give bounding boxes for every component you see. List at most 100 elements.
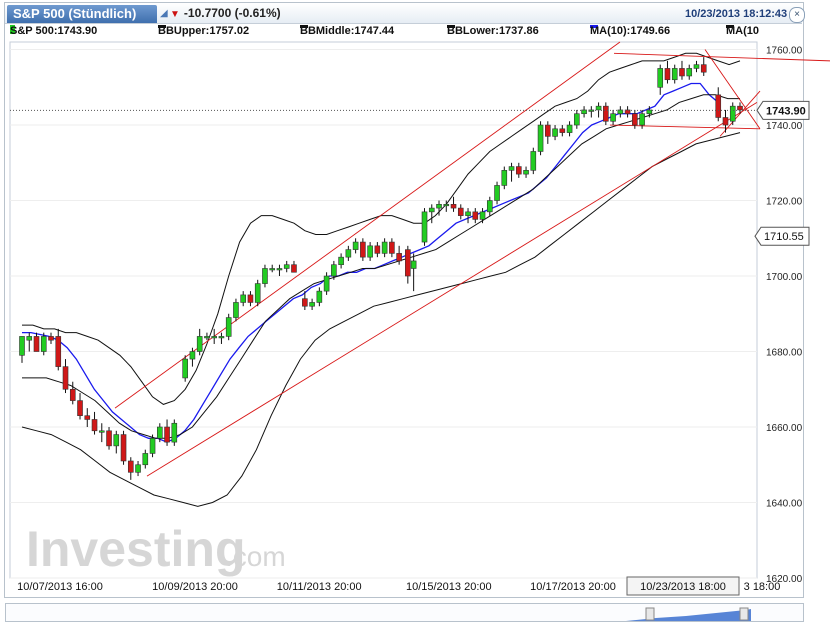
x-tick-label: 10/11/2013 20:00 xyxy=(277,581,362,593)
candle-down xyxy=(737,105,743,111)
candle-up xyxy=(443,204,450,207)
down-triangle-icon: ▼ xyxy=(170,9,180,20)
y-tick-label: 1740.00 xyxy=(766,121,803,132)
candle-up xyxy=(501,170,508,186)
candle-up xyxy=(486,200,493,213)
candle-up xyxy=(276,268,283,271)
candle-down xyxy=(55,336,62,367)
candle-up xyxy=(262,268,268,284)
close-button[interactable]: × xyxy=(789,7,805,23)
candle-up xyxy=(283,264,290,269)
candle-down xyxy=(559,128,566,133)
candle-down xyxy=(33,336,40,352)
candle-up xyxy=(657,68,664,88)
candle-up xyxy=(171,422,178,443)
candle-up xyxy=(639,113,645,126)
candle-up xyxy=(204,336,210,339)
candle-up xyxy=(729,105,736,122)
candle-down xyxy=(545,124,551,137)
candle-up xyxy=(610,113,616,122)
candle-up xyxy=(233,302,239,318)
candle-down xyxy=(722,117,729,126)
candle-down xyxy=(106,430,112,447)
candle-up xyxy=(566,124,573,133)
series-bblower xyxy=(21,132,741,507)
current-price-label: 1743.90 xyxy=(766,105,806,117)
candle-down xyxy=(84,415,91,420)
price-change-value: -10.7700 (-0.61%) xyxy=(183,6,281,20)
line-legend-icon xyxy=(158,25,166,28)
candle-down xyxy=(247,294,254,303)
line-legend-icon xyxy=(447,25,455,28)
candle-up xyxy=(240,294,247,303)
candle-down xyxy=(700,64,707,73)
candle-up xyxy=(367,245,373,258)
candle-up xyxy=(552,128,558,137)
candle-up xyxy=(410,260,417,269)
candle-up xyxy=(436,204,442,209)
candle-down xyxy=(405,249,411,277)
legend-ma2-label: MA(10 xyxy=(726,25,760,37)
indicator-legend: S&P 500:1743.90 BBUpper:1757.02 BBMiddle… xyxy=(10,25,790,41)
candle-up xyxy=(196,336,203,352)
chart-header: S&P 500 (Stündlich) ◢ ▼ -10.7700 (-0.61%)… xyxy=(5,3,805,24)
y-tick-label: 1700.00 xyxy=(766,272,803,283)
x-tick-label: 10/15/2013 20:00 xyxy=(406,581,492,593)
candle-down xyxy=(472,211,479,220)
candle-up xyxy=(98,430,105,433)
tab-dropdown-icon[interactable]: ◢ xyxy=(160,8,168,19)
marker-price-label: 1710.55 xyxy=(764,231,804,243)
candle-down xyxy=(457,207,464,216)
candle-down xyxy=(632,113,638,126)
candle-up xyxy=(581,109,587,115)
candle-up xyxy=(189,351,196,360)
candle-up xyxy=(269,268,276,271)
x-tick-label: 10/07/2013 16:00 xyxy=(17,581,103,593)
navigator-mini-chart xyxy=(626,607,751,621)
candle-up xyxy=(595,105,602,111)
candle-down xyxy=(291,264,297,273)
timestamp: 10/23/2013 18:12:43 xyxy=(685,8,788,20)
candle-up xyxy=(693,64,700,69)
y-tick-label: 1660.00 xyxy=(766,423,803,434)
candle-up xyxy=(40,336,47,352)
navigator-bar[interactable] xyxy=(5,603,804,622)
candle-up xyxy=(588,109,595,112)
candle-up xyxy=(574,113,580,126)
series-bbmiddle xyxy=(22,94,740,439)
watermark-suffix: .com xyxy=(225,541,286,572)
candle-up xyxy=(26,336,33,341)
candle-up xyxy=(530,151,537,171)
trendline-top-horizontal xyxy=(613,52,830,62)
candle-down xyxy=(127,460,134,473)
candle-down xyxy=(664,68,671,81)
line-legend-icon xyxy=(590,25,598,28)
instrument-tab[interactable]: S&P 500 (Stündlich) xyxy=(7,5,157,23)
candle-up xyxy=(479,211,486,220)
plot-area xyxy=(9,41,758,579)
candle-up xyxy=(142,453,149,466)
navigator-handle[interactable] xyxy=(645,607,655,621)
candle-up xyxy=(19,336,25,356)
legend-bbupper-label: BBUpper:1757.02 xyxy=(158,25,250,37)
candle-up xyxy=(345,249,352,258)
trendline-descending xyxy=(704,49,761,130)
candle-up xyxy=(113,434,120,447)
candle-up xyxy=(254,283,261,303)
candle-down xyxy=(48,336,54,341)
candle-up xyxy=(686,68,693,77)
candle-up xyxy=(352,241,359,250)
navigator-area xyxy=(626,609,751,621)
candle-down xyxy=(374,245,381,254)
y-tick-label: 1680.00 xyxy=(766,348,803,359)
candle-up xyxy=(494,185,500,201)
x-tick-label: 3 18:00 xyxy=(744,581,781,593)
candle-down xyxy=(77,400,83,416)
candle-up xyxy=(617,109,624,115)
candle-up xyxy=(465,211,471,216)
trendline-lower xyxy=(146,102,758,477)
navigator-handle-right[interactable] xyxy=(739,607,749,621)
candle-up xyxy=(508,166,515,171)
candle-up xyxy=(323,275,330,292)
